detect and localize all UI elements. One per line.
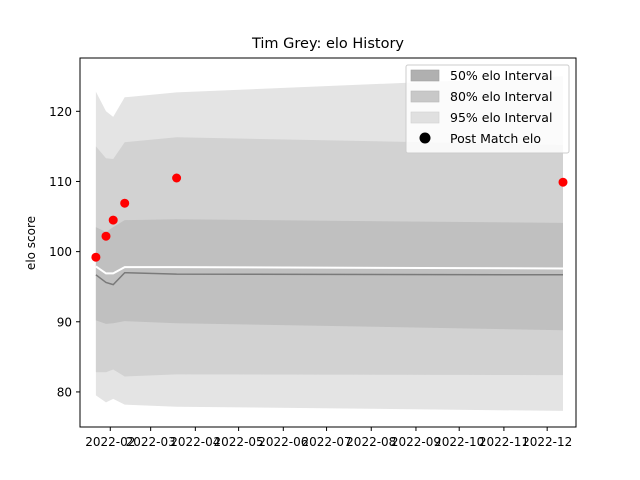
legend-entry-80: 80% elo Interval (450, 89, 552, 104)
legend-entry-50: 50% elo Interval (450, 68, 552, 83)
y-axis-label: elo score (24, 216, 38, 270)
y-axis-ticks: 80 90 100 110 120 (49, 105, 80, 399)
legend-entry-95: 95% elo Interval (450, 110, 552, 125)
post-match-elo-point (108, 215, 118, 225)
x-tick-label: 2022-07 (301, 435, 351, 449)
post-match-elo-point (91, 252, 101, 262)
x-tick-label: 2022-11 (479, 435, 529, 449)
post-match-elo-point (172, 173, 182, 183)
post-match-elo-point (101, 231, 111, 241)
post-match-elo-point (558, 177, 568, 187)
x-axis-ticks: 2022-022022-032022-042022-052022-062022-… (85, 427, 572, 449)
y-tick-label: 110 (49, 175, 72, 189)
legend-marker-post-match (419, 132, 431, 144)
legend-entry-post-match: Post Match elo (450, 131, 541, 146)
legend-box (405, 64, 570, 154)
legend-swatch-95 (410, 111, 440, 124)
interval-bands (95, 76, 564, 411)
x-tick-label: 2022-02 (85, 435, 135, 449)
chart-title: Tim Grey: elo History (251, 36, 404, 52)
post-match-elo-point (120, 198, 130, 208)
trend-lines (95, 265, 564, 286)
x-tick-label: 2022-05 (214, 435, 264, 449)
legend-swatch-80 (410, 90, 440, 103)
plot-frame (79, 57, 577, 428)
y-tick-label: 100 (49, 245, 72, 259)
legend-swatch-50 (410, 69, 440, 82)
x-tick-label: 2022-12 (522, 435, 572, 449)
x-tick-label: 2022-03 (126, 435, 176, 449)
x-tick-label: 2022-06 (258, 435, 308, 449)
x-tick-label: 2022-04 (170, 435, 220, 449)
y-tick-label: 90 (57, 315, 72, 329)
data-points (91, 173, 568, 262)
legend: 50% elo Interval 80% elo Interval 95% el… (405, 64, 570, 154)
median-elo-line (95, 271, 564, 286)
mean-elo-line (95, 265, 564, 275)
x-tick-label: 2022-09 (391, 435, 441, 449)
x-tick-label: 2022-10 (434, 435, 484, 449)
y-tick-label: 120 (49, 105, 72, 119)
y-tick-label: 80 (57, 385, 72, 399)
x-tick-label: 2022-08 (346, 435, 396, 449)
